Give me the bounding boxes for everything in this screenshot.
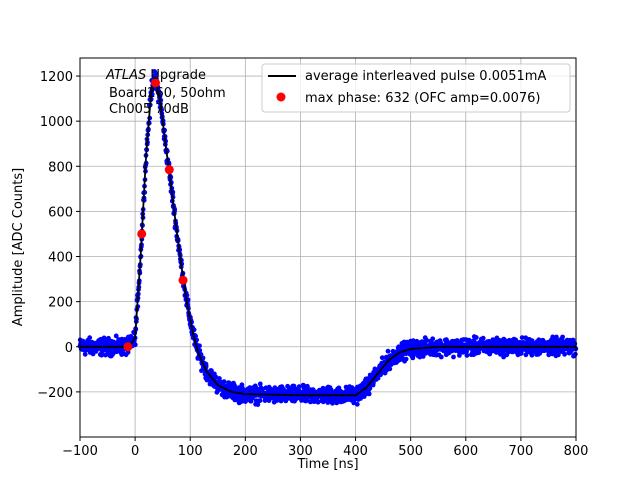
sample-point <box>366 391 372 397</box>
sample-point <box>385 348 391 354</box>
sample-point <box>132 342 138 348</box>
x-tick-label: 700 <box>508 444 533 459</box>
y-tick-label: 200 <box>48 296 73 311</box>
sample-point <box>305 383 310 389</box>
sample-point <box>480 335 486 341</box>
sample-point <box>103 352 108 358</box>
sample-point <box>560 334 565 340</box>
sample-point <box>343 384 349 390</box>
sample-point <box>296 387 302 393</box>
sample-point <box>296 384 302 389</box>
x-axis-label: Time [ns] <box>296 457 358 472</box>
sample-point <box>464 353 470 358</box>
x-tick-label: 800 <box>564 444 589 459</box>
sample-point <box>379 355 385 361</box>
max-phase-point <box>137 229 147 239</box>
y-tick-label: 600 <box>48 205 73 220</box>
max-phase-points <box>123 78 188 352</box>
sample-point <box>153 71 159 77</box>
sample-point <box>113 333 119 339</box>
sample-point <box>457 353 462 358</box>
x-tick-label: 600 <box>453 444 478 459</box>
sample-point <box>82 351 88 357</box>
legend-red-marker <box>276 92 286 102</box>
sample-point <box>87 335 93 341</box>
sample-point <box>197 343 202 349</box>
sample-point <box>519 335 525 340</box>
sample-point <box>529 352 535 358</box>
sample-point <box>473 335 479 340</box>
sample-point <box>513 337 519 343</box>
sample-point <box>562 351 567 357</box>
sample-point <box>387 366 393 372</box>
sample-point <box>367 385 373 391</box>
x-tick-label: 0 <box>131 444 139 459</box>
y-tick-label: 1200 <box>40 70 73 85</box>
annotation-line1: ATLAS Upgrade <box>105 68 206 83</box>
y-tick-label: −200 <box>37 386 73 401</box>
sample-point <box>255 402 261 407</box>
sample-point <box>354 401 360 407</box>
axis-ticks: −100 0 100 200 300 400 500 600 700 800 −200 0 200 400… <box>37 70 588 459</box>
y-tick-label: 400 <box>48 251 73 266</box>
sample-point <box>106 335 111 341</box>
max-phase-point <box>123 342 133 352</box>
sample-point <box>464 349 469 355</box>
sample-scatter <box>77 69 579 407</box>
sample-point <box>257 381 263 387</box>
max-phase-point <box>164 165 174 175</box>
annotation-line3: Ch005 70dB <box>109 102 189 117</box>
x-tick-label: 500 <box>398 444 423 459</box>
sample-point <box>430 336 436 342</box>
x-tick-label: 200 <box>233 444 258 459</box>
sample-point <box>424 338 430 343</box>
y-axis-label: Amplitude [ADC Counts] <box>11 168 26 326</box>
legend: average interleaved pulse 0.0051mA max p… <box>261 63 571 113</box>
x-tick-label: −100 <box>62 444 98 459</box>
sample-point <box>472 339 477 345</box>
annotation-line2: Board260, 50ohm <box>109 86 226 101</box>
sample-point <box>556 352 561 358</box>
sample-point <box>438 354 444 360</box>
x-tick-label: 400 <box>343 444 368 459</box>
y-tick-label: 800 <box>48 160 73 175</box>
sample-point <box>451 354 456 360</box>
x-tick-label: 100 <box>178 444 203 459</box>
legend-entry-max-phase: max phase: 632 (OFC amp=0.0076) <box>305 91 540 106</box>
y-tick-label: 0 <box>65 341 73 356</box>
max-phase-point <box>151 78 161 88</box>
plot-frame <box>79 57 577 438</box>
y-tick-label: 1000 <box>40 115 73 130</box>
average-pulse-line <box>80 75 576 397</box>
sample-point <box>257 398 263 403</box>
sample-point <box>476 350 482 355</box>
sample-point <box>403 356 409 362</box>
sample-point <box>375 375 381 381</box>
legend-entry-average: average interleaved pulse 0.0051mA <box>305 69 546 84</box>
sample-point <box>572 351 578 357</box>
x-tick-label: 300 <box>288 444 313 459</box>
max-phase-point <box>178 275 188 285</box>
sample-point <box>221 379 227 384</box>
